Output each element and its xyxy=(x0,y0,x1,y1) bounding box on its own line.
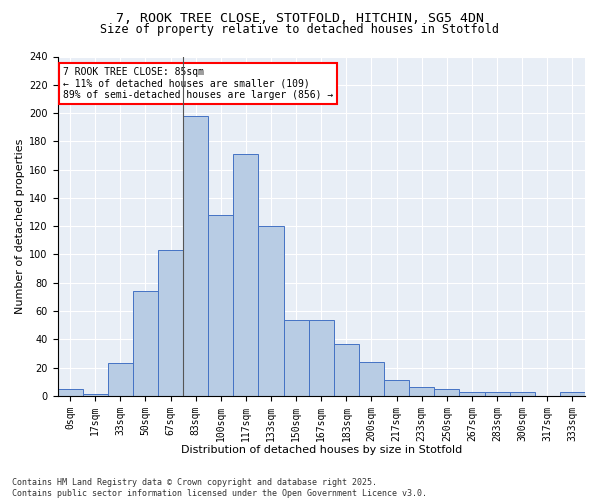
Bar xyxy=(359,362,384,396)
Bar xyxy=(384,380,409,396)
Bar xyxy=(158,250,183,396)
Bar xyxy=(58,389,83,396)
Bar xyxy=(133,291,158,396)
Bar xyxy=(259,226,284,396)
Text: Contains HM Land Registry data © Crown copyright and database right 2025.
Contai: Contains HM Land Registry data © Crown c… xyxy=(12,478,427,498)
X-axis label: Distribution of detached houses by size in Stotfold: Distribution of detached houses by size … xyxy=(181,445,462,455)
Bar xyxy=(284,320,308,396)
Text: Size of property relative to detached houses in Stotfold: Size of property relative to detached ho… xyxy=(101,22,499,36)
Bar xyxy=(485,392,509,396)
Bar xyxy=(308,320,334,396)
Bar xyxy=(183,116,208,396)
Bar xyxy=(208,215,233,396)
Bar xyxy=(560,392,585,396)
Y-axis label: Number of detached properties: Number of detached properties xyxy=(15,138,25,314)
Bar xyxy=(509,392,535,396)
Bar xyxy=(233,154,259,396)
Text: 7, ROOK TREE CLOSE, STOTFOLD, HITCHIN, SG5 4DN: 7, ROOK TREE CLOSE, STOTFOLD, HITCHIN, S… xyxy=(116,12,484,26)
Bar xyxy=(434,389,460,396)
Bar xyxy=(83,394,108,396)
Bar xyxy=(334,344,359,396)
Text: 7 ROOK TREE CLOSE: 85sqm
← 11% of detached houses are smaller (109)
89% of semi-: 7 ROOK TREE CLOSE: 85sqm ← 11% of detach… xyxy=(63,66,333,100)
Bar xyxy=(108,364,133,396)
Bar xyxy=(409,388,434,396)
Bar xyxy=(460,392,485,396)
